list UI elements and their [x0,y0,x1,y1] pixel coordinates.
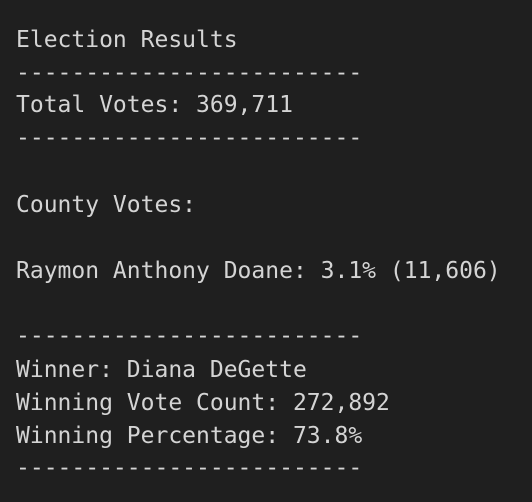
separator-line: ------------------------- [16,323,363,349]
separator-line: ------------------------- [16,455,363,481]
total-votes-line: Total Votes: 369,711 [16,92,293,118]
winning-percentage-line: Winning Percentage: 73.8% [16,423,363,449]
election-results-title: Election Results [16,27,238,53]
winner-line: Winner: Diana DeGette [16,357,307,383]
county-votes-header: County Votes: [16,192,197,218]
separator-line: ------------------------- [16,125,363,151]
county-votes-line: Raymon Anthony Doane: 3.1% (11,606) [16,258,501,284]
separator-line: ------------------------- [16,60,363,86]
winning-vote-count-line: Winning Vote Count: 272,892 [16,390,390,416]
